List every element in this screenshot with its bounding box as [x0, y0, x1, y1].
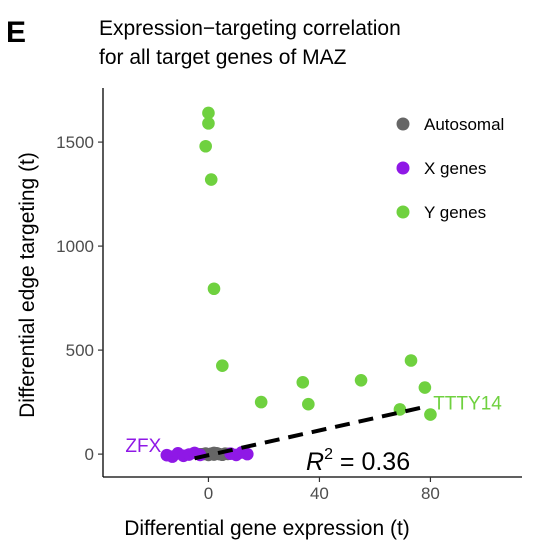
y-tick-label: 500 — [66, 341, 94, 360]
point-x-genes — [240, 447, 254, 461]
point-y-genes — [424, 408, 437, 421]
y-tick-label: 0 — [85, 445, 94, 464]
x-tick-label: 80 — [421, 484, 440, 503]
point-y-genes — [296, 376, 310, 389]
x-tick-label: 0 — [204, 484, 213, 503]
point-y-genes — [404, 354, 418, 367]
panel-letter: E — [6, 16, 26, 49]
point-autosomal — [207, 446, 221, 460]
axes: 0 40 80 0 500 1000 1500 — [56, 88, 522, 503]
x-axis-title: Differential gene expression (t) — [124, 517, 410, 540]
legend: Autosomal X genes Y genes — [396, 115, 504, 222]
legend-label-y-genes: Y genes — [424, 203, 486, 222]
point-y-genes — [204, 173, 218, 186]
point-y-genes — [254, 395, 268, 409]
fit-line — [194, 404, 429, 461]
annotations: ZFX TTTY14 R2 = 0.36 — [125, 393, 502, 476]
x-tick-label: 40 — [310, 484, 329, 503]
point-y-genes — [216, 359, 229, 373]
r-squared-label: R2 = 0.36 — [306, 446, 410, 476]
chart-title-line-1: Expression−targeting correlation — [99, 17, 401, 40]
point-y-genes — [393, 403, 407, 416]
legend-key-x-genes — [396, 161, 410, 175]
point-y-genes — [199, 139, 212, 153]
point-y-genes — [207, 282, 221, 296]
point-y-genes — [418, 381, 432, 394]
legend-label-autosomal: Autosomal — [424, 115, 504, 134]
point-y-genes — [354, 373, 368, 387]
legend-label-x-genes: X genes — [424, 159, 486, 178]
point-y-genes — [302, 397, 315, 411]
gene-label-zfx: ZFX — [125, 436, 161, 457]
legend-key-y-genes — [396, 205, 410, 219]
point-y-genes — [202, 117, 215, 130]
gene-label-ttty14: TTTY14 — [433, 393, 502, 414]
point-y-genes — [202, 106, 215, 120]
y-tick-label: 1000 — [56, 237, 94, 256]
y-tick-label: 1500 — [56, 133, 94, 152]
chart-title-line-2: for all target genes of MAZ — [99, 46, 347, 69]
plot-area — [160, 106, 437, 463]
y-axis-title: Differential edge targeting (t) — [16, 152, 39, 418]
legend-key-autosomal — [396, 117, 410, 131]
